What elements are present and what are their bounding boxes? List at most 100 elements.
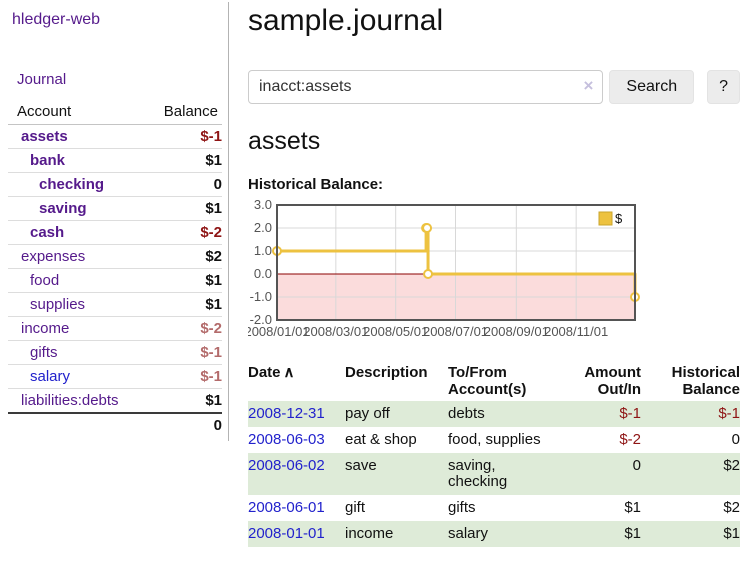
transaction-date-link[interactable]: 2008-06-02 (248, 457, 325, 474)
x-axis-tick-label: 2008/03/01 (303, 324, 368, 339)
account-balance: 0 (148, 172, 222, 197)
account-link[interactable]: checking (39, 176, 105, 193)
transaction-balance: $2 (723, 457, 740, 474)
transaction-date-link[interactable]: 2008-12-31 (248, 405, 325, 422)
transaction-accounts: debts (448, 405, 485, 422)
account-link[interactable]: liabilities:debts (21, 392, 119, 409)
transaction-description: gift (345, 499, 366, 516)
register-header-amount: Amount Out/In (584, 364, 641, 398)
register-row: 2008-06-01 gift gifts $1 $2 (248, 495, 740, 521)
search-button[interactable]: Search (609, 70, 695, 104)
x-axis-tick-label: 2008/09/01 (484, 324, 549, 339)
x-axis-tick-label: 2008/05/01 (363, 324, 428, 339)
account-link[interactable]: assets (21, 128, 68, 145)
account-balance: $1 (148, 388, 222, 413)
accounts-header-balance: Balance (148, 100, 222, 125)
register-row: 2008-06-02 save saving, checking 0 $2 (248, 453, 740, 495)
transaction-date-link[interactable]: 2008-06-03 (248, 431, 325, 448)
account-balance: $-1 (200, 128, 222, 145)
account-row: gifts $-1 (8, 340, 222, 365)
accounts-header-account: Account (8, 100, 149, 125)
register-row: 2008-01-01 income salary $1 $1 (248, 521, 740, 547)
account-row: cash $-2 (8, 220, 222, 245)
account-link[interactable]: income (21, 320, 70, 337)
data-point-marker (422, 223, 433, 233)
historical-balance-chart: 3.0 2.0 1.0 0.0 -1.0 -2.02008/01/012008/03/01… (248, 200, 640, 339)
account-balance: $1 (148, 148, 222, 173)
transaction-description: income (345, 525, 394, 542)
x-axis-tick-label: 2008/01/01 (248, 324, 310, 339)
account-link[interactable]: food (30, 272, 60, 289)
transaction-balance: $2 (723, 499, 740, 516)
account-row: income $-2 (8, 316, 222, 341)
transaction-balance: 0 (731, 431, 740, 448)
x-axis-tick-label: 2008/11/01 (544, 324, 608, 339)
transaction-amount: $1 (624, 499, 641, 516)
account-link[interactable]: expenses (21, 248, 86, 265)
sidebar-item-journal[interactable]: Journal (17, 71, 67, 88)
main-content: sample.journal × Search ? assets Histori… (248, 2, 740, 547)
app-brand-link[interactable]: hledger-web (12, 11, 101, 28)
account-row: salary $-1 (8, 364, 222, 389)
account-row: expenses $2 (8, 244, 222, 269)
search-form: × Search ? (248, 70, 740, 104)
plot-border (276, 204, 636, 321)
transaction-description: eat & shop (345, 431, 417, 448)
transaction-accounts: food, supplies (448, 431, 541, 448)
transaction-accounts: gifts (448, 499, 476, 516)
register-header-date[interactable]: Date ∧ (248, 364, 295, 381)
y-axis-tick-label: -2.0 (250, 312, 272, 327)
transaction-accounts: saving, checking (448, 457, 508, 490)
account-row: supplies $1 (8, 292, 222, 317)
transaction-amount: 0 (632, 457, 641, 474)
account-heading: assets (248, 127, 321, 155)
transaction-description: save (345, 457, 377, 474)
transaction-balance: $-1 (718, 405, 740, 422)
register-row: 2008-12-31 pay off debts $-1 $-1 (248, 401, 740, 427)
y-axis-tick-label: 3.0 (254, 200, 272, 212)
account-balance: $-1 (148, 364, 222, 389)
search-input[interactable] (248, 70, 604, 104)
register-table: Date ∧ Description To/From Account(s) Amo… (248, 361, 740, 547)
y-axis-tick-label: 2.0 (254, 220, 272, 235)
account-row: saving $1 (8, 196, 222, 221)
clear-search-icon[interactable]: × (583, 76, 594, 95)
account-balance: $1 (148, 196, 222, 221)
accounts-table: Account Balance assets $-1 bank $1 checking 0… (8, 100, 222, 437)
register-header-accounts: To/From Account(s) (448, 364, 527, 398)
account-balance: $-2 (148, 316, 222, 341)
account-row: checking 0 (8, 172, 222, 197)
account-balance: $1 (148, 268, 222, 293)
account-balance: $2 (148, 244, 222, 269)
accounts-total-balance: 0 (148, 412, 222, 437)
account-row: bank $1 (8, 148, 222, 173)
legend-swatch (598, 211, 613, 226)
account-row: food $1 (8, 268, 222, 293)
sidebar: hledger-web Journal Account Balance asse… (0, 2, 229, 441)
y-axis-tick-label: -1.0 (250, 289, 272, 304)
x-axis-tick-label: 2008/07/01 (423, 324, 488, 339)
account-row: assets $-1 (8, 125, 222, 149)
account-link[interactable]: gifts (30, 344, 58, 361)
transaction-date-link[interactable]: 2008-01-01 (248, 525, 325, 542)
account-link[interactable]: bank (30, 152, 66, 169)
transaction-accounts: salary (448, 525, 489, 542)
account-balance: $1 (148, 292, 222, 317)
y-axis-tick-label: 0.0 (254, 266, 272, 281)
search-help-button[interactable]: ? (707, 70, 740, 104)
chart-title: Historical Balance: (248, 176, 384, 193)
accounts-table-body: assets $-1 bank $1 checking 0 saving $1 cash $-2 e… (8, 125, 222, 437)
accounts-total-row: 0 (8, 412, 222, 437)
sort-ascending-icon: ∧ (283, 364, 295, 381)
account-balance: $-2 (148, 220, 222, 245)
register-header-balance: Historical Balance (671, 364, 740, 398)
account-link[interactable]: salary (30, 368, 71, 385)
account-link[interactable]: supplies (30, 296, 86, 313)
data-point-marker (423, 269, 434, 279)
transaction-date-link[interactable]: 2008-06-01 (248, 499, 325, 516)
account-link[interactable]: cash (30, 224, 65, 241)
transaction-amount: $-2 (619, 431, 641, 448)
register-row: 2008-06-03 eat & shop food, supplies $-2 0 (248, 427, 740, 453)
account-link[interactable]: saving (39, 200, 87, 217)
register-table-body: 2008-12-31 pay off debts $-1 $-1 2008-06-03 ea… (248, 401, 740, 547)
